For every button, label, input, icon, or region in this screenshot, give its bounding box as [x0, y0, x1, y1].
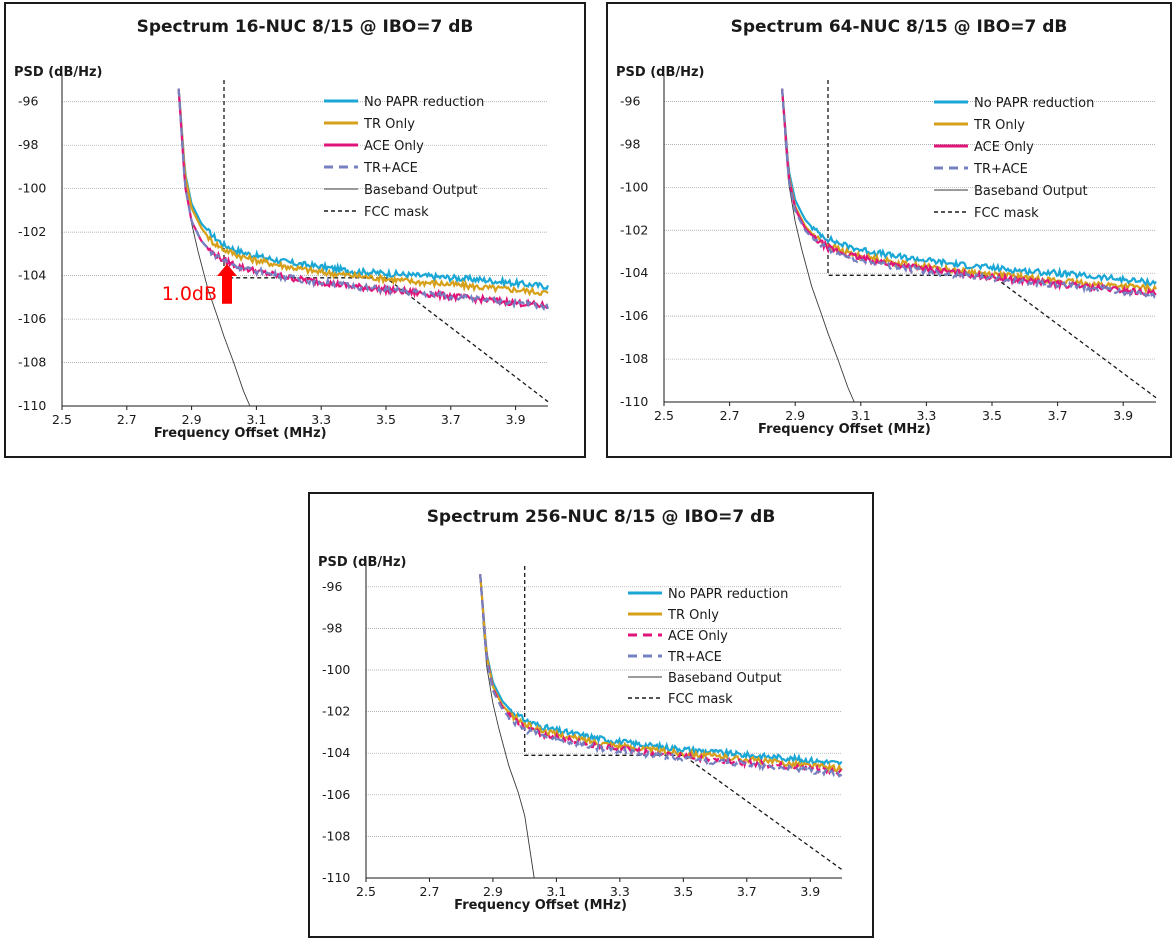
legend-label-tr-ace: TR+ACE — [667, 650, 722, 665]
x-axis-label: Frequency Offset (MHz) — [454, 898, 627, 913]
y-tick-label: -100 — [322, 662, 350, 677]
series-line-baseband-output — [178, 88, 251, 407]
y-tick-label: -108 — [620, 351, 648, 366]
series-line-tr-ace — [479, 574, 843, 778]
x-tick-label: 3.3 — [311, 412, 331, 427]
series-line-no-papr-reduction — [479, 574, 843, 767]
annotation-arrow-head — [217, 264, 237, 277]
y-tick-label: -100 — [620, 179, 648, 194]
x-tick-label: 3.7 — [441, 412, 461, 427]
chart-title: Spectrum 256-NUC 8/15 @ IBO=7 dB — [427, 507, 776, 527]
chart-svg-256nuc: Spectrum 256-NUC 8/15 @ IBO=7 dB PSD (dB/… — [318, 507, 843, 913]
legend-label-baseband-output: Baseband Output — [364, 183, 478, 198]
x-tick-label: 3.1 — [851, 408, 871, 423]
legend-label-ace-only: ACE Only — [364, 139, 424, 154]
series-line-tr-only — [479, 574, 843, 774]
series-line-ace-only — [479, 574, 843, 777]
legend-label-no-papr-reduction: No PAPR reduction — [668, 587, 788, 602]
y-tick-label: -96 — [620, 93, 640, 108]
legend-label-baseband-output: Baseband Output — [974, 184, 1088, 199]
x-tick-label: 2.7 — [720, 408, 740, 423]
legend-label-fcc-mask: FCC mask — [364, 205, 429, 220]
x-tick-label: 2.5 — [654, 408, 674, 423]
x-tick-label: 2.9 — [785, 408, 805, 423]
x-axis-label: Frequency Offset (MHz) — [154, 426, 327, 441]
series-line-tr-ace — [781, 88, 1157, 299]
chart-title: Spectrum 16-NUC 8/15 @ IBO=7 dB — [137, 17, 474, 37]
legend-label-tr-only: TR Only — [667, 608, 719, 623]
y-tick-label: -110 — [322, 870, 350, 885]
x-tick-label: 2.5 — [52, 412, 72, 427]
x-tick-label: 2.5 — [356, 884, 376, 899]
legend-label-tr-ace: TR+ACE — [363, 161, 418, 176]
y-tick-label: -106 — [322, 787, 350, 802]
x-tick-label: 3.7 — [1048, 408, 1068, 423]
x-tick-label: 2.7 — [420, 884, 440, 899]
legend-label-baseband-output: Baseband Output — [668, 671, 782, 686]
chart-svg-16nuc: Spectrum 16-NUC 8/15 @ IBO=7 dB PSD (dB/H… — [14, 17, 550, 441]
legend-label-tr-only: TR Only — [363, 117, 415, 132]
series-line-fcc-mask — [223, 80, 549, 403]
y-tick-label: -110 — [18, 398, 46, 413]
y-axis-label: PSD (dB/Hz) — [616, 65, 705, 80]
y-tick-label: -108 — [18, 355, 46, 370]
x-tick-label: 2.9 — [182, 412, 202, 427]
x-tick-label: 3.5 — [673, 884, 693, 899]
y-tick-label: -104 — [322, 745, 350, 760]
y-tick-label: -102 — [18, 224, 46, 239]
y-axis-label: PSD (dB/Hz) — [318, 555, 407, 570]
x-tick-label: 3.9 — [1113, 408, 1133, 423]
x-tick-label: 3.1 — [546, 884, 566, 899]
annotation-arrow-shaft — [222, 274, 232, 304]
chart-title: Spectrum 64-NUC 8/15 @ IBO=7 dB — [731, 17, 1068, 37]
x-tick-label: 3.5 — [982, 408, 1002, 423]
chart-panel-64nuc: Spectrum 64-NUC 8/15 @ IBO=7 dB PSD (dB/H… — [606, 2, 1172, 458]
legend-label-no-papr-reduction: No PAPR reduction — [364, 95, 484, 110]
y-tick-label: -110 — [620, 394, 648, 409]
legend-label-ace-only: ACE Only — [974, 140, 1034, 155]
x-tick-label: 2.9 — [483, 884, 503, 899]
series-line-tr-only — [781, 88, 1157, 295]
y-tick-label: -104 — [18, 268, 46, 283]
series-line-no-papr-reduction — [781, 88, 1157, 287]
legend-label-fcc-mask: FCC mask — [974, 206, 1039, 221]
x-tick-label: 3.9 — [800, 884, 820, 899]
legend-label-ace-only: ACE Only — [668, 629, 728, 644]
x-tick-label: 3.7 — [737, 884, 757, 899]
x-tick-label: 3.9 — [506, 412, 526, 427]
y-axis-label: PSD (dB/Hz) — [14, 65, 103, 80]
y-tick-label: -106 — [18, 311, 46, 326]
series-line-no-papr-reduction — [177, 88, 550, 291]
legend-label-no-papr-reduction: No PAPR reduction — [974, 96, 1094, 111]
x-axis-label: Frequency Offset (MHz) — [758, 422, 931, 437]
chart-panel-16nuc: Spectrum 16-NUC 8/15 @ IBO=7 dB PSD (dB/H… — [4, 2, 586, 458]
y-tick-label: -98 — [620, 136, 640, 151]
y-tick-label: -98 — [18, 137, 38, 152]
series-line-ace-only — [781, 88, 1157, 297]
legend-label-tr-only: TR Only — [973, 118, 1025, 133]
series-line-tr-only — [177, 88, 549, 297]
y-tick-label: -108 — [322, 828, 350, 843]
x-tick-label: 3.5 — [376, 412, 396, 427]
y-tick-label: -98 — [322, 620, 342, 635]
x-tick-label: 3.1 — [246, 412, 266, 427]
y-tick-label: -102 — [322, 704, 350, 719]
y-tick-label: -106 — [620, 308, 648, 323]
annotation-label: 1.0dB — [162, 283, 217, 305]
y-tick-label: -96 — [322, 579, 342, 594]
y-tick-label: -104 — [620, 265, 648, 280]
y-tick-label: -96 — [18, 94, 38, 109]
series-line-tr-ace — [177, 88, 550, 311]
chart-svg-64nuc: Spectrum 64-NUC 8/15 @ IBO=7 dB PSD (dB/H… — [616, 17, 1157, 437]
y-tick-label: -100 — [18, 181, 46, 196]
y-tick-label: -102 — [620, 222, 648, 237]
legend-label-tr-ace: TR+ACE — [973, 162, 1028, 177]
x-tick-label: 3.3 — [916, 408, 936, 423]
x-tick-label: 3.3 — [610, 884, 630, 899]
legend-label-fcc-mask: FCC mask — [668, 692, 733, 707]
chart-panel-256nuc: Spectrum 256-NUC 8/15 @ IBO=7 dB PSD (dB/… — [308, 492, 874, 938]
series-line-fcc-mask — [524, 566, 843, 871]
x-tick-label: 2.7 — [117, 412, 137, 427]
